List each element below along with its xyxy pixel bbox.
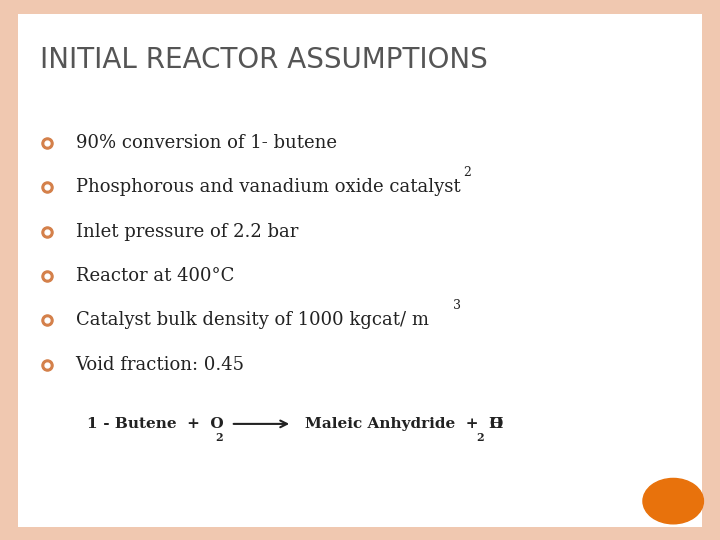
Text: Inlet pressure of 2.2 bar: Inlet pressure of 2.2 bar	[76, 222, 298, 241]
Text: 2: 2	[215, 432, 222, 443]
Text: 3: 3	[453, 299, 461, 312]
Text: 2: 2	[477, 432, 485, 443]
Circle shape	[643, 478, 703, 524]
Text: O: O	[490, 417, 503, 431]
Text: 90% conversion of 1- butene: 90% conversion of 1- butene	[76, 134, 337, 152]
Text: Phosphorous and vanadium oxide catalyst: Phosphorous and vanadium oxide catalyst	[76, 178, 460, 197]
Text: 2: 2	[463, 166, 471, 179]
Text: 1: 1	[86, 417, 97, 431]
Text: Catalyst bulk density of 1000 kgcat/ m: Catalyst bulk density of 1000 kgcat/ m	[76, 311, 428, 329]
Text: Void fraction: 0.45: Void fraction: 0.45	[76, 355, 245, 374]
Text: INITIAL REACTOR ASSUMPTIONS: INITIAL REACTOR ASSUMPTIONS	[40, 46, 487, 74]
Text: Reactor at 400°C: Reactor at 400°C	[76, 267, 234, 285]
Text: - Butene  +  O: - Butene + O	[98, 417, 223, 431]
Text: Maleic Anhydride  +  H: Maleic Anhydride + H	[305, 417, 503, 431]
